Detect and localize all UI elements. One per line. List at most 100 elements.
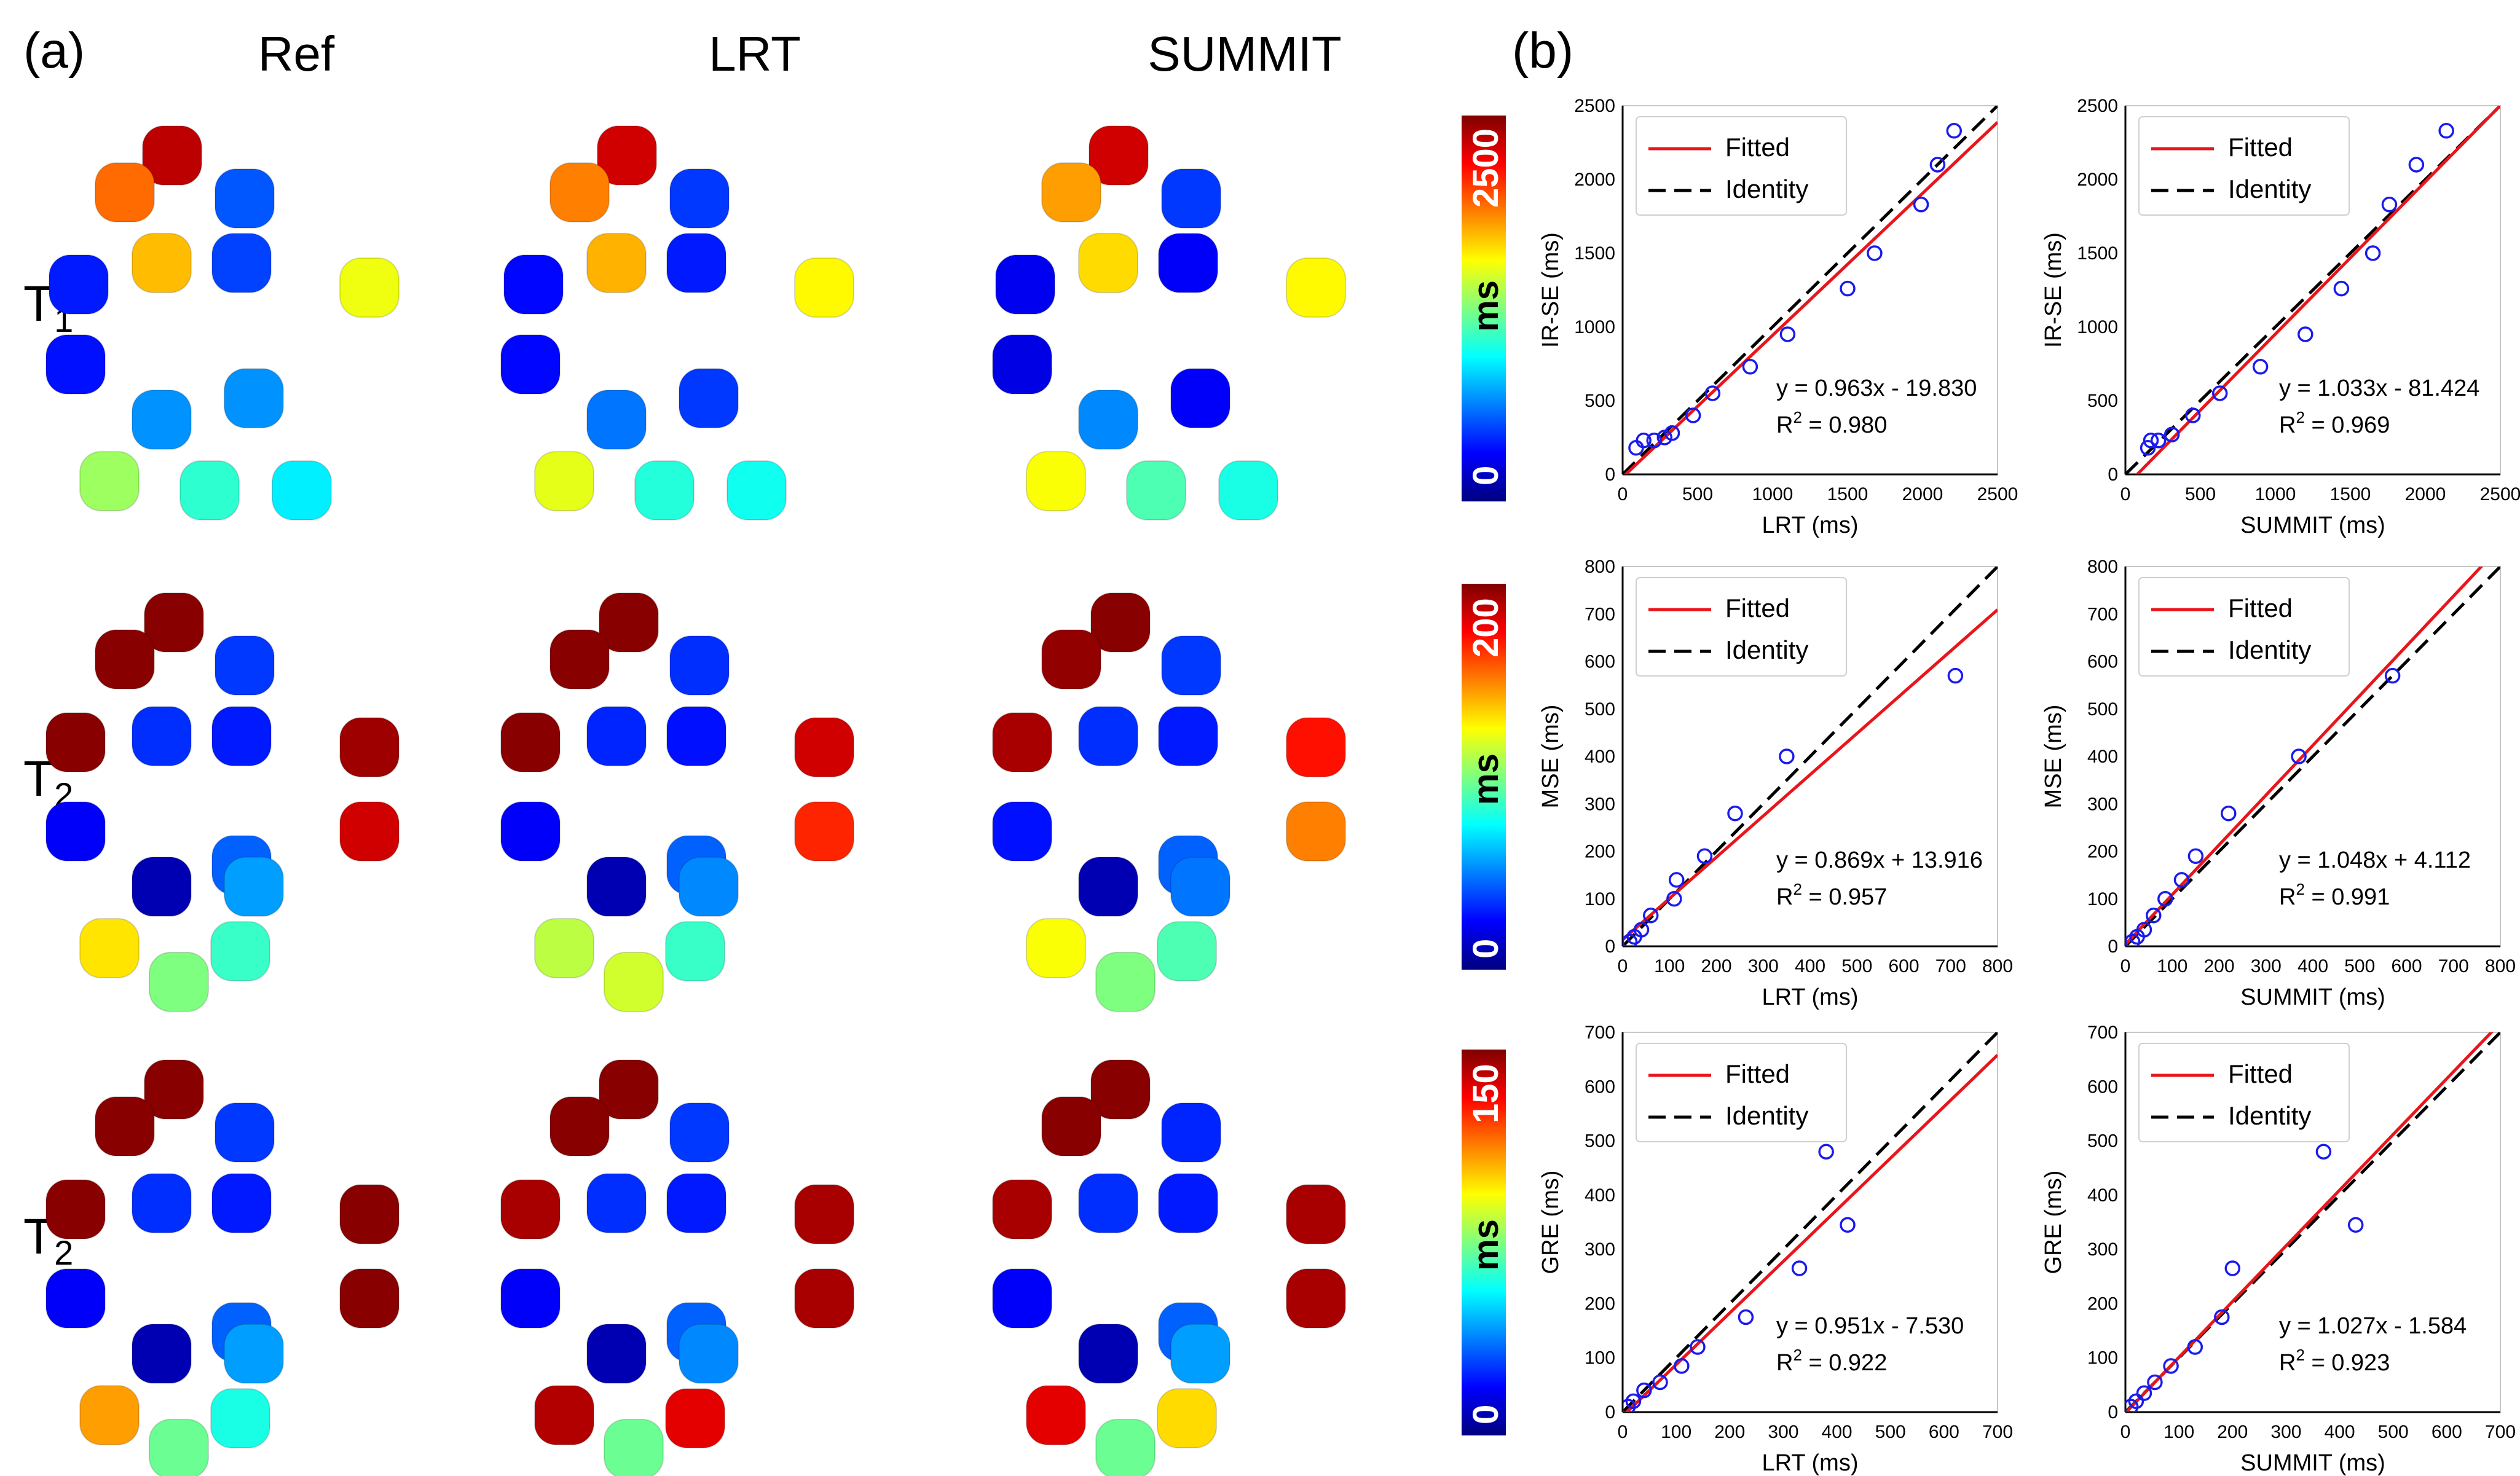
data-point [2364, 245, 2381, 261]
x-tick-label: 1000 [1752, 484, 1794, 504]
x-tick-label: 0 [2120, 484, 2131, 504]
phantom-vial [549, 629, 610, 689]
phantom-vial [79, 451, 140, 511]
identity-line [1623, 106, 1998, 474]
phantom-vial [534, 918, 594, 978]
x-tick-label: 800 [1982, 956, 2013, 976]
data-point [1623, 933, 1638, 946]
data-point [2224, 1260, 2241, 1276]
data-point [1685, 407, 1701, 423]
data-point [2211, 385, 2228, 401]
colorbar-t2star-min: 0 [1466, 1405, 1506, 1424]
y-tick-label: 300 [2087, 794, 2118, 814]
x-tick-label: 700 [1982, 1422, 2013, 1442]
y-tick-label: 600 [2087, 1077, 2118, 1097]
y-tick-label: 200 [1585, 1293, 1615, 1314]
x-tick-label: 400 [2298, 956, 2328, 976]
y-tick-label: 2500 [2077, 96, 2118, 116]
phantom-vial [1078, 390, 1138, 450]
y-tick-label: 500 [2087, 1131, 2118, 1152]
data-point [2298, 326, 2313, 342]
phantom-vial [224, 368, 284, 428]
phantom-vial [726, 460, 787, 520]
x-tick-label: 300 [2270, 1422, 2301, 1442]
y-tick-label: 1000 [2077, 317, 2118, 337]
x-tick-label: 400 [1795, 956, 1825, 976]
phantom-vial [586, 233, 647, 293]
data-point [2173, 872, 2190, 888]
phantom-vial [1041, 629, 1101, 689]
phantom-vial [992, 334, 1052, 395]
phantom-vial [224, 1324, 284, 1384]
data-point [2146, 908, 2162, 924]
phantom-vial [992, 712, 1052, 772]
data-point [1652, 1374, 1668, 1391]
data-point [2140, 440, 2156, 456]
phantom-vial [1090, 592, 1151, 653]
phantom-vial [132, 706, 192, 766]
panel-label-a: (a) [23, 23, 85, 79]
phantom-vial [679, 857, 739, 917]
fit-equation: y = 0.963x - 19.830 [1776, 375, 1977, 401]
data-point [1929, 157, 1946, 173]
fit-equation: y = 0.869x + 13.916 [1776, 847, 1983, 873]
colorbar-t2star-unit: ms [1466, 1219, 1506, 1271]
scatter-plots: 0 500 1000 1500 2000 250005001000150020002500… [1538, 96, 2520, 1476]
phantom-vial [149, 1419, 209, 1476]
data-point [1623, 1399, 1636, 1412]
phantom-vial [794, 801, 854, 862]
data-point [1913, 197, 1929, 213]
x-tick-label: 200 [2203, 956, 2234, 976]
phantom-vial [272, 460, 332, 520]
data-point [1643, 908, 1659, 924]
x-tick-label: 2500 [2480, 484, 2520, 504]
data-point [1738, 1309, 1754, 1325]
x-tick-label: 1500 [1827, 484, 1868, 504]
x-tick-label: 600 [2431, 1422, 2462, 1442]
fit-equation: y = 1.027x - 1.584 [2279, 1313, 2467, 1339]
data-point [2221, 805, 2237, 822]
phantom-vial [1286, 257, 1346, 318]
phantom-vial [666, 1173, 726, 1233]
phantom-vial [1078, 1173, 1138, 1233]
phantom-vial [339, 1184, 400, 1244]
phantom-vial [1286, 717, 1346, 777]
phantom-vial [599, 592, 659, 653]
colorbar-t2-min: 0 [1466, 939, 1506, 959]
phantom-vial [669, 1102, 730, 1163]
y-tick-label: 100 [2087, 1348, 2118, 1368]
data-point [1727, 805, 1743, 822]
phantom-vial [634, 460, 695, 520]
x-axis-label: LRT (ms) [1762, 512, 1859, 538]
y-tick-label: 300 [2087, 1239, 2118, 1260]
phantom-vial [1170, 857, 1230, 917]
y-tick-label: 500 [1585, 699, 1615, 720]
phantom-vial [179, 460, 240, 520]
data-point [2315, 1144, 2332, 1160]
y-tick-label: 500 [2087, 699, 2118, 720]
y-tick-label: 0 [2108, 936, 2118, 957]
x-tick-label: 200 [2217, 1422, 2248, 1442]
data-point [2163, 1358, 2179, 1374]
phantom-vial [586, 390, 647, 450]
data-point [2125, 933, 2141, 946]
phantom-vial [95, 629, 155, 689]
y-tick-label: 300 [1585, 794, 1615, 814]
fitted-line [1624, 1054, 1998, 1412]
y-tick-label: 600 [2087, 652, 2118, 672]
phantom-vial [1041, 162, 1101, 222]
y-tick-label: 500 [1585, 1131, 1615, 1152]
phantom-vial [500, 1179, 561, 1239]
phantom-vial [1286, 801, 1346, 862]
x-tick-label: 600 [2391, 956, 2422, 976]
x-tick-label: 800 [2485, 956, 2516, 976]
phantom-vial [666, 233, 726, 293]
legend-fitted-label: Fitted [2228, 594, 2293, 622]
data-point [2125, 1399, 2139, 1412]
colorbar-t1-unit: ms [1466, 280, 1506, 332]
y-tick-label: 1500 [2077, 243, 2118, 264]
phantom-vial [149, 952, 209, 1012]
x-axis-label: SUMMIT (ms) [2240, 984, 2385, 1010]
scatter-plot-3: 0 100 200 300 400 500 600 700 800 0 100 200 300 400 50… [1538, 557, 2013, 1010]
